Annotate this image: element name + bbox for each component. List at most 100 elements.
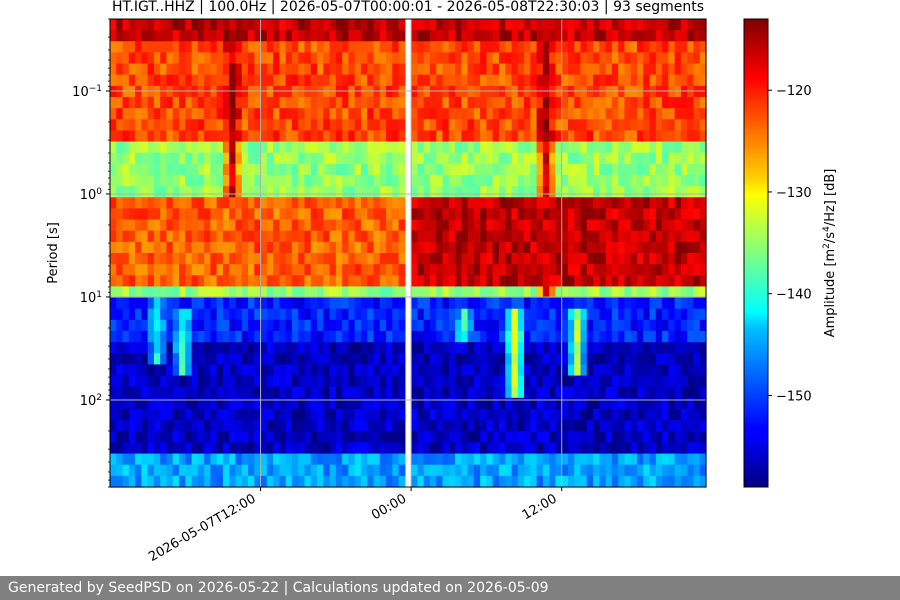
heatmap-cell [248,353,255,366]
heatmap-cell [116,41,124,54]
heatmap-cell [379,52,387,65]
heatmap-cell [624,208,632,221]
heatmap-cell [687,397,695,410]
heatmap-cell [655,219,663,232]
heatmap-cell [530,230,538,243]
heatmap-cell [687,63,695,76]
heatmap-cell [461,30,469,42]
heatmap-cell [662,375,669,388]
heatmap-cell [593,85,600,98]
heatmap-cell [486,375,494,388]
heatmap-cell [266,108,274,120]
heatmap-cell [285,342,293,354]
heatmap-cell [486,431,494,444]
heatmap-cell [266,163,274,176]
heatmap-cell [643,464,651,477]
heatmap-cell [561,420,569,432]
heatmap-cell [229,219,237,232]
heatmap-cell [153,230,161,243]
heatmap-cell [586,297,594,310]
heatmap-cell [166,286,174,299]
heatmap-cell [273,364,280,377]
heatmap-cell [417,264,425,276]
heatmap-cell [197,241,205,254]
heatmap-cell [524,253,531,265]
heatmap-cell [442,375,450,388]
heatmap-cell [310,141,318,154]
heatmap-cell [599,230,607,243]
heatmap-cell [630,197,638,210]
heatmap-cell [310,386,318,399]
heatmap-cell [593,420,600,432]
heatmap-cell [266,63,274,76]
heatmap-cell [473,386,481,399]
heatmap-cell [335,152,343,165]
heatmap-cell [285,108,293,120]
heatmap-cell [291,63,299,76]
heatmap-cell [486,453,494,466]
heatmap-cell [461,85,469,98]
heatmap-cell [298,297,306,310]
heatmap-cell [342,74,349,87]
heatmap-cell [310,431,318,444]
heatmap-cell [429,397,437,410]
heatmap-cell [354,63,362,76]
heatmap-cell [197,475,205,488]
heatmap-cell [542,397,550,410]
heatmap-cell [611,186,619,198]
heatmap-cell [448,97,456,109]
heatmap-cell [680,130,688,143]
heatmap-cell [442,275,450,288]
heatmap-cell [693,208,701,221]
heatmap-cell [555,141,563,154]
heatmap-cell [436,41,444,54]
heatmap-cell [630,141,638,154]
heatmap-cell [636,63,644,76]
heatmap-cell [160,475,168,488]
heatmap-cell [561,353,569,366]
heatmap-cell [662,186,669,198]
heatmap-cell [429,41,437,54]
heatmap-cell [216,119,224,132]
heatmap-cell [354,464,362,477]
heatmap-cell [662,74,669,87]
heatmap-cell [153,319,161,332]
heatmap-cell [524,19,531,31]
heatmap-cell [386,85,393,98]
heatmap-cell [423,186,431,198]
heatmap-cell [241,163,249,176]
heatmap-cell [329,397,337,410]
heatmap-cell [473,297,481,310]
heatmap-cell [204,386,211,399]
heatmap-cell [216,163,224,176]
heatmap-cell [486,208,494,221]
heatmap-cell [241,453,249,466]
heatmap-cell [110,85,117,98]
heatmap-cell [668,464,676,477]
heatmap-cell [586,108,594,120]
heatmap-cell [611,253,619,265]
heatmap-cell [179,30,186,42]
chart-title: HT.IGT..HHZ | 100.0Hz | 2026-05-07T00:00… [112,0,704,15]
heatmap-cell [429,308,437,321]
heatmap-cell [411,141,419,154]
heatmap-cell [116,219,124,232]
heatmap-cell [135,442,142,455]
heatmap-cell [191,308,199,321]
heatmap-cell [411,308,419,321]
heatmap-cell [574,63,582,76]
heatmap-cell [135,97,142,109]
heatmap-cell [423,52,431,65]
heatmap-cell [122,386,130,399]
heatmap-cell [392,41,400,54]
heatmap-cell [210,63,218,76]
heatmap-cell [229,286,237,299]
heatmap-cell [687,453,695,466]
heatmap-cell [317,308,324,321]
heatmap-cell [429,253,437,265]
heatmap-cell [291,163,299,176]
heatmap-cell [160,186,168,198]
heatmap-cell [693,464,701,477]
heatmap-cell [122,97,130,109]
heatmap-cell [222,386,230,399]
